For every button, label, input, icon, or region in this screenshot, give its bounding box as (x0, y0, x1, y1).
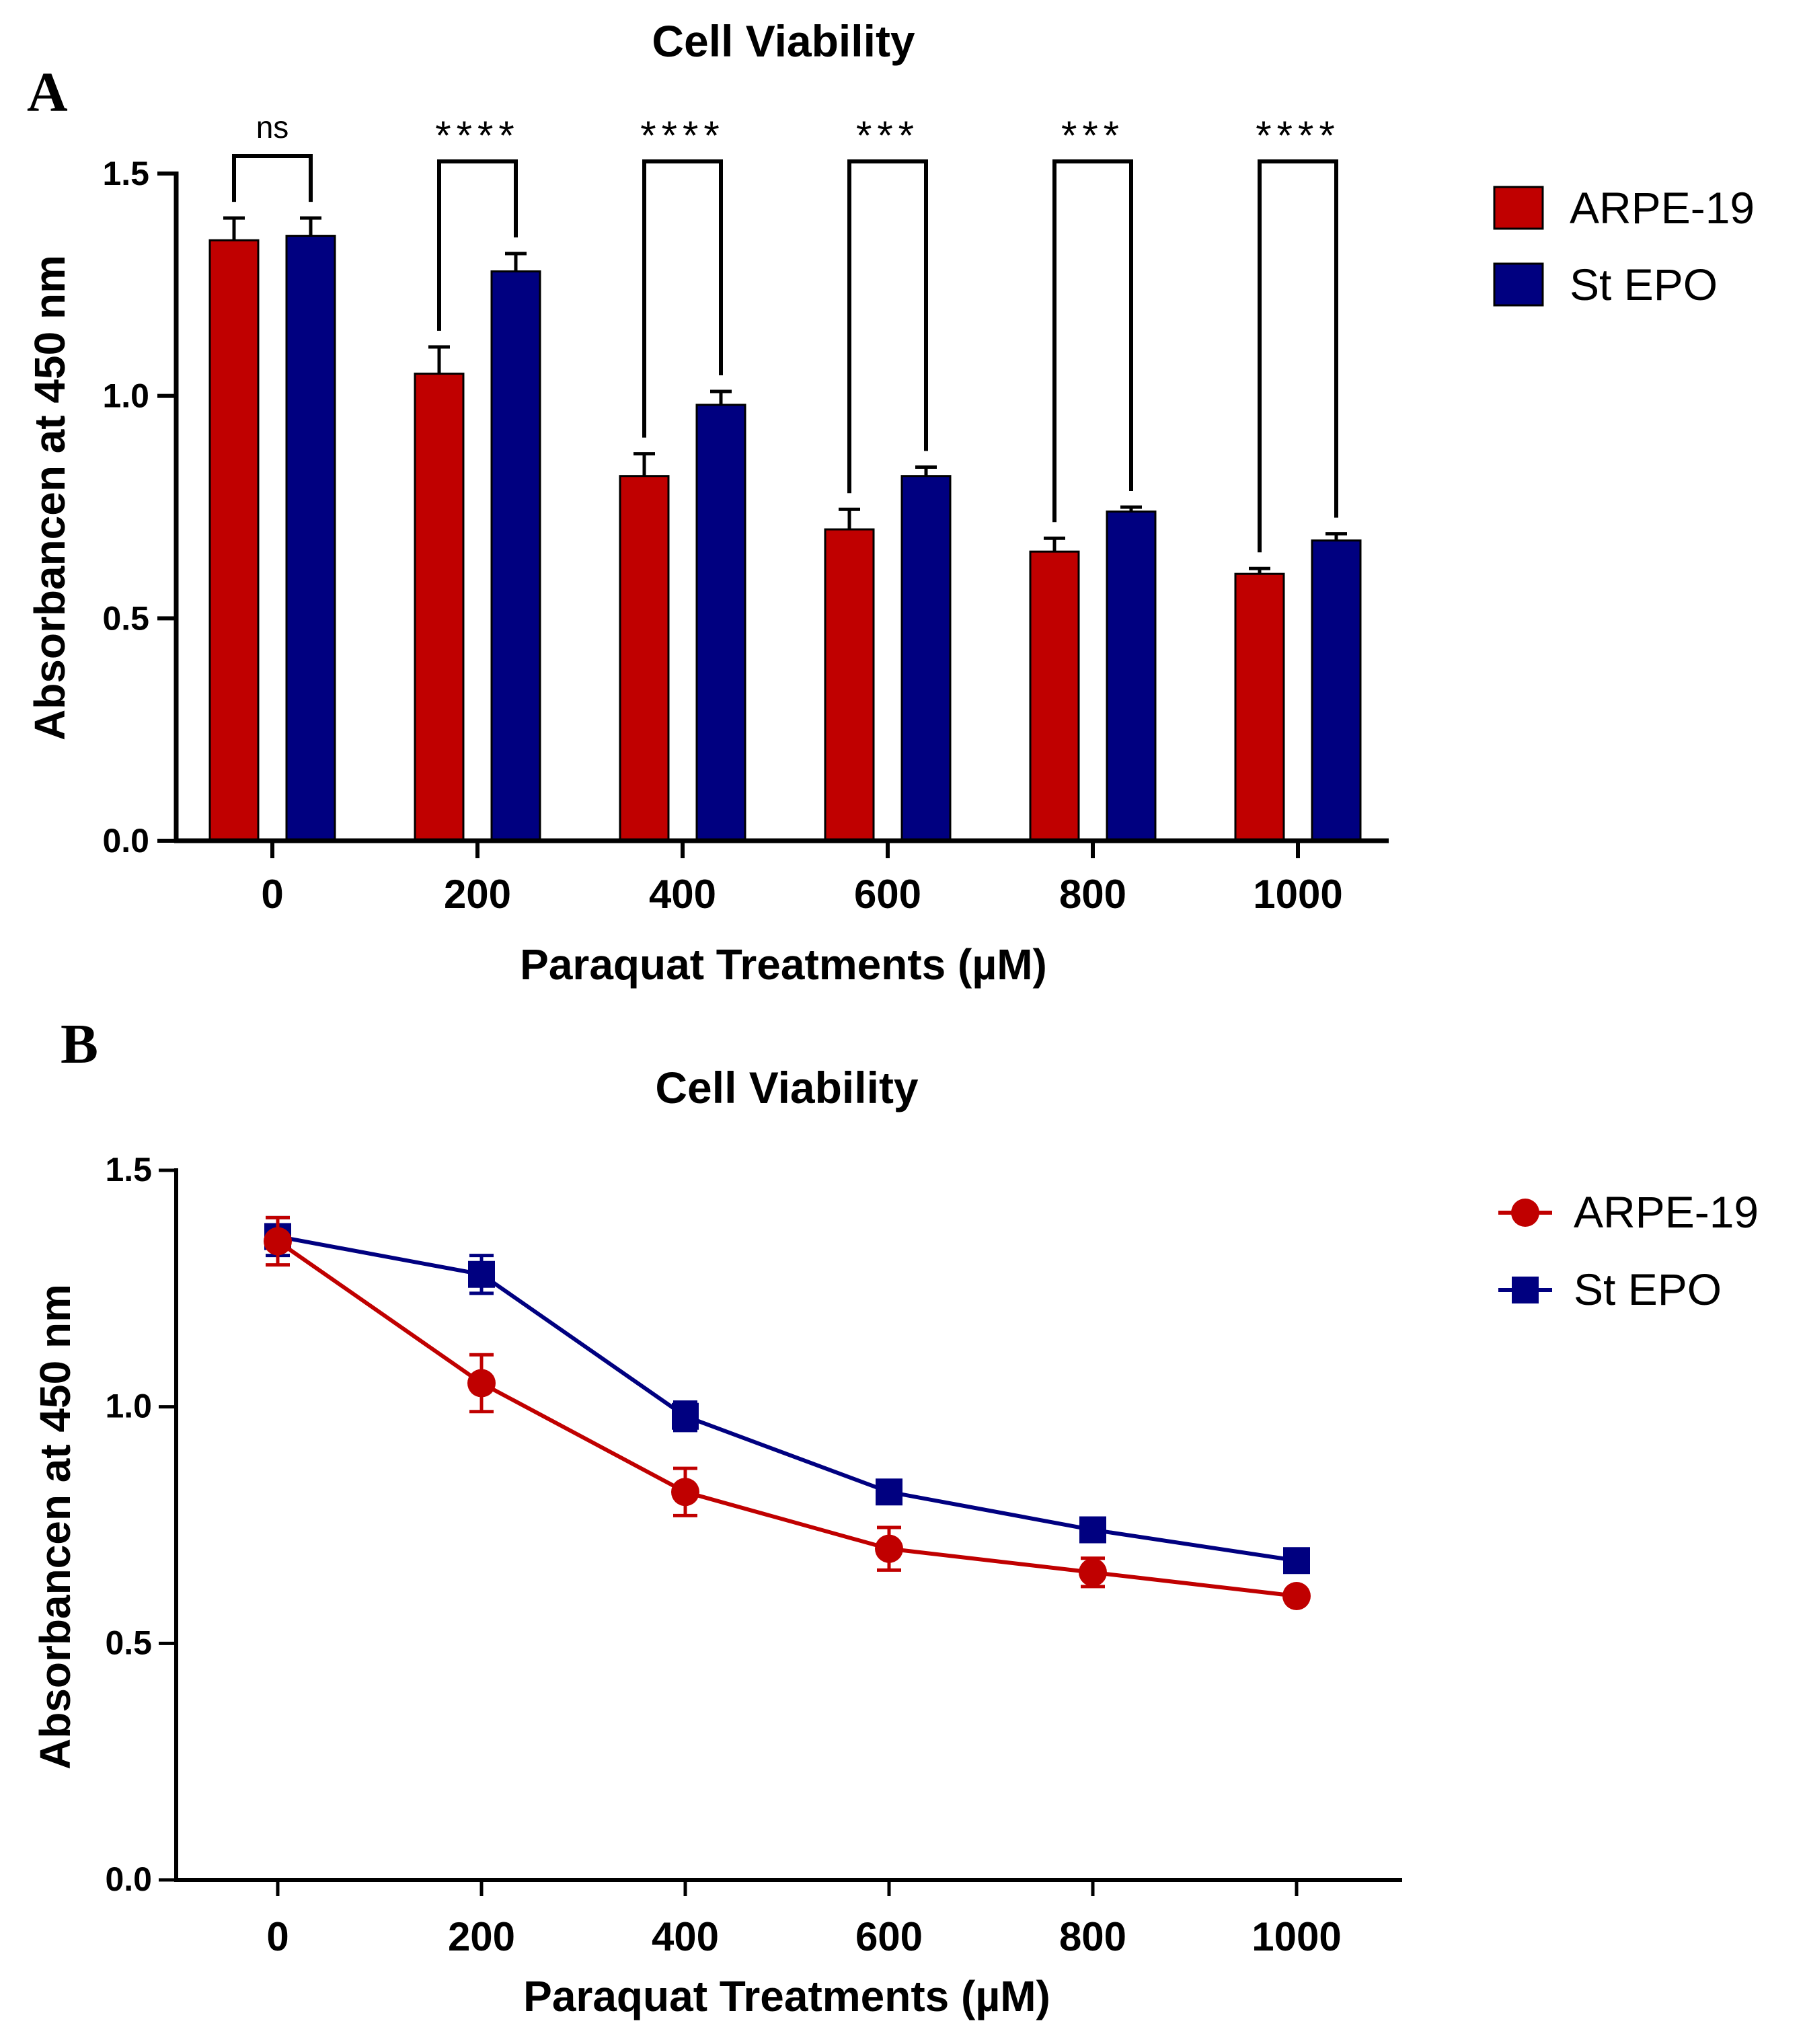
x-tick-label: 600 (854, 872, 921, 917)
x-tick-label: 400 (652, 1914, 719, 1959)
data-point (1283, 1547, 1310, 1575)
panel-b-letter: B (61, 1013, 98, 1075)
panel-a-bar-chart: A Cell Viability Absorbancen at 450 nm P… (26, 16, 1755, 989)
bar (824, 528, 875, 842)
legend-a-label-arpe19: ARPE-19 (1570, 183, 1755, 233)
panel-a-bars (208, 216, 1362, 842)
data-point (876, 1478, 902, 1506)
data-point (1282, 1582, 1311, 1610)
panel-a-letter: A (27, 61, 68, 124)
significance-bracket (437, 159, 518, 331)
series-line (277, 1234, 1297, 1563)
significance-bracket (1258, 159, 1338, 553)
bar (490, 270, 541, 842)
series-line (276, 1240, 1297, 1598)
bar (1311, 539, 1362, 842)
legend-b-label-st-epo: St EPO (1574, 1264, 1722, 1314)
legend-b-marker-st-epo (1512, 1277, 1539, 1303)
x-tick-label: 600 (855, 1914, 923, 1959)
bar (900, 475, 952, 842)
bar (414, 373, 465, 842)
panel-b-line-chart: B Cell Viability Absorbancen at 450 nm P… (31, 1013, 1759, 2020)
bar (208, 239, 260, 842)
x-tick-label: 400 (649, 872, 716, 917)
significance-bracket (1052, 159, 1133, 523)
y-tick-label: 0.0 (102, 822, 149, 860)
bar (285, 235, 336, 842)
x-tick-label: 200 (448, 1914, 515, 1959)
panel-a-title: Cell Viability (652, 16, 915, 66)
legend-a-swatch-st-epo (1493, 262, 1544, 307)
bar (1106, 510, 1157, 842)
y-tick-label: 1.0 (105, 1388, 152, 1425)
x-tick-label: 0 (266, 1914, 289, 1959)
y-tick-label: 1.5 (102, 155, 149, 192)
data-point (264, 1227, 292, 1256)
y-tick-label: 1.0 (102, 377, 149, 415)
panel-b-title: Cell Viability (655, 1063, 919, 1112)
y-tick-label: 0.0 (105, 1860, 152, 1898)
significance-label: **** (435, 113, 519, 158)
significance-label: *** (856, 113, 919, 158)
x-tick-label: 800 (1059, 872, 1126, 917)
panel-a-legend: ARPE-19 St EPO (1493, 183, 1755, 309)
bar (1029, 550, 1080, 842)
panel-b-y-axis-title: Absorbancen at 450 nm (31, 1284, 79, 1770)
data-point (467, 1369, 496, 1398)
y-tick-label: 0.5 (105, 1624, 152, 1661)
data-point (672, 1402, 699, 1430)
x-tick-label: 0 (261, 872, 283, 917)
significance-bracket (642, 159, 723, 438)
data-point (671, 1478, 699, 1507)
bar (619, 475, 670, 842)
data-point (468, 1260, 495, 1288)
x-tick-label: 200 (444, 872, 511, 917)
data-point (875, 1534, 903, 1563)
x-tick-label: 800 (1059, 1914, 1126, 1959)
panel-a-significance: ns **** **** *** *** **** (232, 110, 1340, 553)
significance-bracket (847, 159, 928, 494)
legend-a-swatch-arpe19 (1493, 186, 1544, 230)
panel-b-x-axis-title: Paraquat Treatments (µM) (523, 1972, 1050, 2020)
significance-label: ns (256, 110, 289, 145)
panel-a-y-ticks: 0.0 0.5 1.0 1.5 (102, 155, 176, 860)
bar (1234, 572, 1285, 842)
legend-b-marker-arpe19 (1511, 1199, 1539, 1227)
panel-b-legend: ARPE-19 St EPO (1498, 1187, 1759, 1314)
legend-a-label-st-epo: St EPO (1570, 260, 1718, 309)
data-point (1079, 1516, 1106, 1544)
panel-b-x-ticks: 0 200 400 600 800 1000 (266, 1880, 1342, 1959)
x-tick-label: 1000 (1253, 872, 1342, 917)
panel-a-y-axis-title: Absorbancen at 450 nm (26, 255, 74, 741)
y-tick-label: 1.5 (105, 1151, 152, 1188)
significance-bracket (232, 154, 313, 202)
legend-b-label-arpe19: ARPE-19 (1574, 1187, 1759, 1237)
significance-label: **** (1256, 113, 1340, 158)
bar (695, 404, 746, 842)
data-point (1079, 1558, 1107, 1587)
y-tick-label: 0.5 (102, 599, 149, 637)
panel-a-x-axis-title: Paraquat Treatments (µM) (520, 940, 1047, 989)
panel-b-y-ticks: 0.0 0.5 1.0 1.5 (105, 1151, 176, 1898)
significance-label: *** (1061, 113, 1124, 158)
panel-b-series (264, 1215, 1311, 1610)
significance-label: **** (640, 113, 724, 158)
x-tick-label: 1000 (1252, 1914, 1341, 1959)
panel-a-x-ticks: 0 200 400 600 800 1000 (261, 841, 1343, 917)
